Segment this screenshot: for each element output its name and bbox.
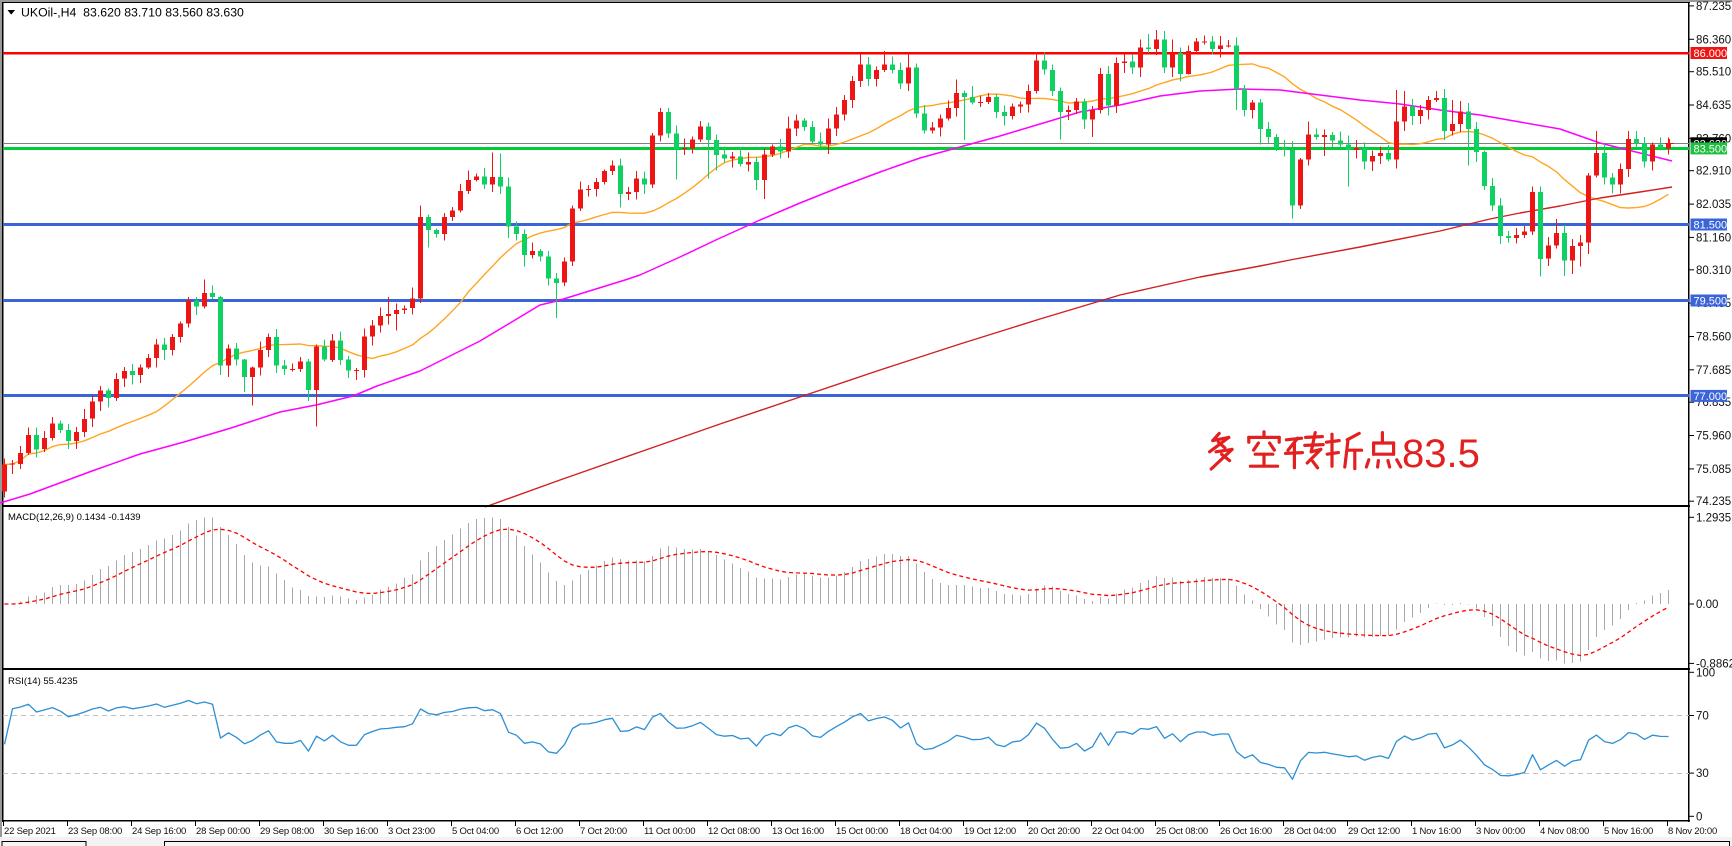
svg-text:30 Sep 16:00: 30 Sep 16:00	[324, 826, 378, 837]
svg-text:6 Oct 12:00: 6 Oct 12:00	[516, 826, 563, 837]
svg-text:23 Sep 08:00: 23 Sep 08:00	[68, 826, 122, 837]
svg-text:26 Oct 16:00: 26 Oct 16:00	[1220, 826, 1272, 837]
svg-text:3 Nov 00:00: 3 Nov 00:00	[1476, 826, 1525, 837]
svg-text:29 Sep 08:00: 29 Sep 08:00	[260, 826, 314, 837]
svg-text:22 Oct 04:00: 22 Oct 04:00	[1092, 826, 1144, 837]
svg-text:19 Oct 12:00: 19 Oct 12:00	[964, 826, 1016, 837]
svg-text:78.560: 78.560	[1696, 332, 1731, 344]
svg-text:28 Sep 00:00: 28 Sep 00:00	[196, 826, 250, 837]
svg-text:5 Oct 04:00: 5 Oct 04:00	[452, 826, 499, 837]
svg-text:RSI(14) 55.4235: RSI(14) 55.4235	[8, 676, 78, 687]
svg-text:11 Oct 00:00: 11 Oct 00:00	[644, 826, 695, 837]
svg-text:1.2935: 1.2935	[1696, 512, 1731, 524]
svg-text:84.635: 84.635	[1696, 100, 1731, 112]
svg-text:18 Oct 04:00: 18 Oct 04:00	[900, 826, 952, 837]
svg-text:13 Oct 16:00: 13 Oct 16:00	[772, 826, 824, 837]
svg-text:70: 70	[1696, 711, 1709, 723]
svg-text:80.310: 80.310	[1696, 265, 1731, 277]
svg-text:85.510: 85.510	[1696, 67, 1731, 79]
svg-text:UKOil-,H4 83.620 83.710 83.56: UKOil-,H4 83.620 83.710 83.560 83.630	[21, 6, 244, 20]
svg-text:0.00: 0.00	[1696, 599, 1718, 611]
svg-text:22 Sep 2021: 22 Sep 2021	[4, 826, 56, 837]
svg-text:8 Nov 20:00: 8 Nov 20:00	[1668, 826, 1717, 837]
svg-text:82.910: 82.910	[1696, 166, 1731, 178]
svg-text:3 Oct 23:00: 3 Oct 23:00	[388, 826, 435, 837]
svg-text:30: 30	[1696, 768, 1709, 780]
svg-text:29 Oct 12:00: 29 Oct 12:00	[1348, 826, 1400, 837]
svg-text:24 Sep 16:00: 24 Sep 16:00	[132, 826, 186, 837]
svg-text:4 Nov 08:00: 4 Nov 08:00	[1540, 826, 1589, 837]
svg-text:25 Oct 08:00: 25 Oct 08:00	[1156, 826, 1208, 837]
svg-text:86.360: 86.360	[1696, 34, 1731, 46]
svg-text:75.960: 75.960	[1696, 431, 1731, 443]
svg-text:81.500: 81.500	[1694, 220, 1728, 232]
svg-text:87.235: 87.235	[1696, 1, 1731, 13]
svg-text:82.035: 82.035	[1696, 199, 1731, 211]
svg-text:74.235: 74.235	[1696, 496, 1731, 508]
svg-text:77.000: 77.000	[1694, 391, 1728, 403]
svg-text:7 Oct 20:00: 7 Oct 20:00	[580, 826, 627, 837]
svg-text:-0.8862: -0.8862	[1696, 658, 1732, 670]
svg-text:12 Oct 08:00: 12 Oct 08:00	[708, 826, 760, 837]
svg-text:MACD(12,26,9) 0.1434 -0.1439: MACD(12,26,9) 0.1434 -0.1439	[8, 512, 141, 523]
svg-text:86.000: 86.000	[1694, 48, 1728, 60]
svg-text:5 Nov 16:00: 5 Nov 16:00	[1604, 826, 1653, 837]
svg-text:15 Oct 00:00: 15 Oct 00:00	[836, 826, 888, 837]
svg-text:75.085: 75.085	[1696, 464, 1731, 476]
svg-text:83.500: 83.500	[1694, 143, 1728, 155]
svg-text:79.500: 79.500	[1694, 296, 1728, 308]
svg-text:81.160: 81.160	[1696, 232, 1731, 244]
svg-text:83.5: 83.5	[1402, 432, 1480, 476]
svg-text:77.685: 77.685	[1696, 365, 1731, 377]
svg-text:100: 100	[1696, 667, 1715, 679]
svg-text:20 Oct 20:00: 20 Oct 20:00	[1028, 826, 1080, 837]
svg-text:1 Nov 16:00: 1 Nov 16:00	[1412, 826, 1461, 837]
svg-text:28 Oct 04:00: 28 Oct 04:00	[1284, 826, 1336, 837]
svg-text:0: 0	[1696, 811, 1702, 823]
